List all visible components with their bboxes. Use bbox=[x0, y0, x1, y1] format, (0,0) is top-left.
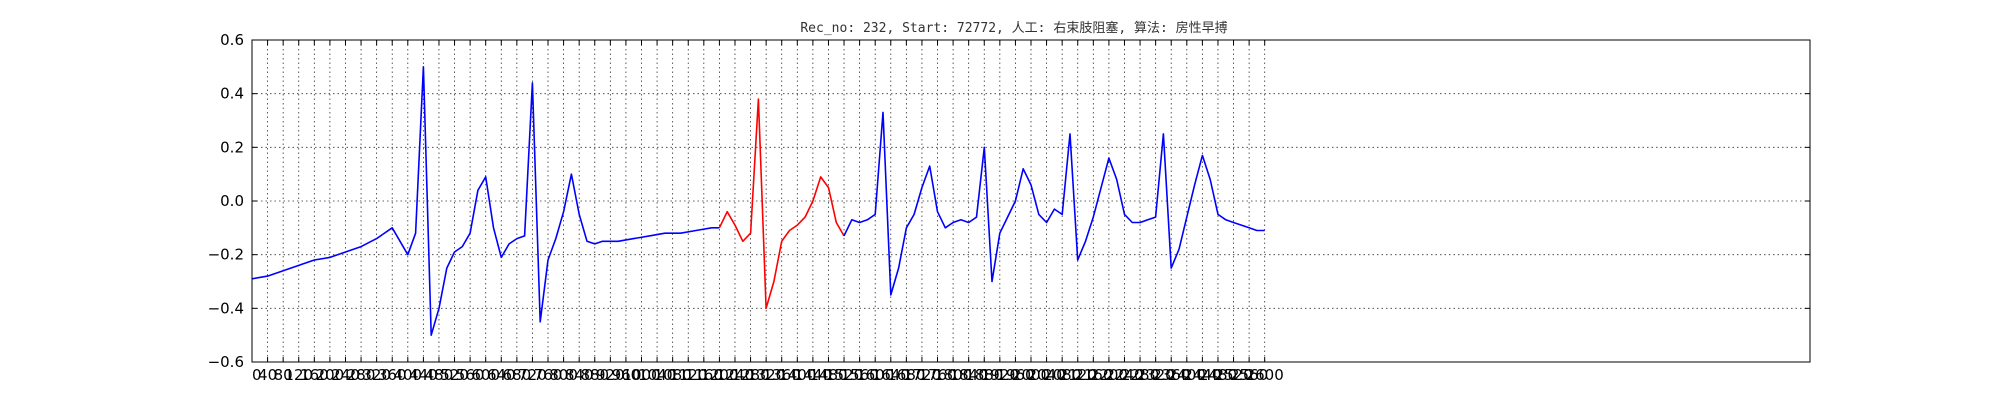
x-tick-label: 1800 bbox=[934, 366, 972, 384]
x-tick-label: 1640 bbox=[872, 366, 910, 384]
x-tick-label: 2080 bbox=[1043, 366, 1081, 384]
x-tick-label: 640 bbox=[487, 366, 516, 384]
x-tick-label: 960 bbox=[612, 366, 641, 384]
x-tick-label: 2280 bbox=[1121, 366, 1159, 384]
x-tick-label: 2400 bbox=[1168, 366, 1206, 384]
x-tick-label: 440 bbox=[409, 366, 438, 384]
x-tick-label: 1280 bbox=[731, 366, 769, 384]
x-tick-label: 1520 bbox=[825, 366, 863, 384]
x-tick-label: 280 bbox=[347, 366, 376, 384]
y-tick-label: −0.4 bbox=[208, 299, 244, 317]
y-tick-labels: −0.6 −0.4 −0.2 0.0 0.2 0.4 0.6 bbox=[208, 31, 244, 371]
y-tick-label: −0.6 bbox=[208, 353, 244, 371]
x-tick-label: 80 bbox=[274, 366, 293, 384]
x-tick-label: 2560 bbox=[1230, 366, 1268, 384]
x-tick-label: 760 bbox=[534, 366, 563, 384]
x-tick-label: 1000 bbox=[622, 366, 660, 384]
x-tick-label: 2600 bbox=[1246, 366, 1284, 384]
x-tick-label: 1480 bbox=[809, 366, 847, 384]
x-tick-label: 720 bbox=[518, 366, 547, 384]
x-tick-label: 1120 bbox=[669, 366, 707, 384]
x-tick-label: 1160 bbox=[685, 366, 723, 384]
x-tick-label: 2360 bbox=[1152, 366, 1190, 384]
x-tick-label: 920 bbox=[596, 366, 625, 384]
x-tick-label: 800 bbox=[549, 366, 578, 384]
x-tick-label: 2480 bbox=[1199, 366, 1237, 384]
y-tick-label: 0.0 bbox=[220, 192, 244, 210]
x-tick-label: 480 bbox=[425, 366, 454, 384]
x-tick-label: 2120 bbox=[1059, 366, 1097, 384]
x-tick-label: 1960 bbox=[996, 366, 1034, 384]
x-tick-label: 2040 bbox=[1027, 366, 1065, 384]
x-tick-label: 1600 bbox=[856, 366, 894, 384]
x-tick-label: 200 bbox=[316, 366, 345, 384]
series-line-3 bbox=[843, 111, 1265, 296]
x-tick-labels: 0408012016020024028032036040044048052056… bbox=[252, 366, 1284, 384]
x-tick-label: 1200 bbox=[700, 366, 738, 384]
x-tick-label: 2440 bbox=[1183, 366, 1221, 384]
x-tick-label: 1680 bbox=[887, 366, 925, 384]
y-tick-label: 0.2 bbox=[220, 138, 244, 156]
x-tick-label: 880 bbox=[580, 366, 609, 384]
x-tick-label: 1920 bbox=[981, 366, 1019, 384]
series-line-1 bbox=[251, 66, 720, 337]
x-tick-label: 0 bbox=[252, 366, 262, 384]
x-tick-label: 600 bbox=[471, 366, 500, 384]
x-tick-label: 360 bbox=[378, 366, 407, 384]
y-tick-label: −0.2 bbox=[208, 246, 244, 264]
x-tick-label: 320 bbox=[362, 366, 391, 384]
grid-lines bbox=[252, 40, 1810, 362]
x-tick-label: 1880 bbox=[965, 366, 1003, 384]
y-tick-label: 0.4 bbox=[220, 85, 244, 103]
series-lines bbox=[251, 66, 1265, 337]
x-tick-label: 240 bbox=[331, 366, 360, 384]
axis-ticks bbox=[251, 39, 1810, 363]
chart-title: Rec_no: 232, Start: 72772, 人工: 右束肢阻塞, 算法… bbox=[800, 20, 1227, 36]
x-tick-label: 1040 bbox=[638, 366, 676, 384]
x-tick-label: 1360 bbox=[763, 366, 801, 384]
x-tick-label: 680 bbox=[503, 366, 532, 384]
x-tick-label: 840 bbox=[565, 366, 594, 384]
x-tick-label: 2320 bbox=[1137, 366, 1175, 384]
x-tick-label: 520 bbox=[440, 366, 469, 384]
y-tick-label: 0.6 bbox=[220, 31, 244, 49]
x-tick-label: 560 bbox=[456, 366, 485, 384]
x-tick-label: 2520 bbox=[1214, 366, 1252, 384]
x-tick-label: 160 bbox=[300, 366, 329, 384]
x-tick-label: 400 bbox=[393, 366, 422, 384]
series-line-2 bbox=[718, 98, 845, 310]
x-tick-label: 1440 bbox=[794, 366, 832, 384]
x-tick-label: 2160 bbox=[1074, 366, 1112, 384]
x-tick-label: 1080 bbox=[654, 366, 692, 384]
x-tick-label: 40 bbox=[258, 366, 277, 384]
x-tick-label: 2000 bbox=[1012, 366, 1050, 384]
x-tick-label: 1760 bbox=[918, 366, 956, 384]
x-tick-label: 1320 bbox=[747, 366, 785, 384]
x-tick-label: 1840 bbox=[950, 366, 988, 384]
x-tick-label: 120 bbox=[284, 366, 313, 384]
x-tick-label: 1240 bbox=[716, 366, 754, 384]
x-tick-label: 1560 bbox=[841, 366, 879, 384]
x-tick-label: 1720 bbox=[903, 366, 941, 384]
x-tick-label: 2200 bbox=[1090, 366, 1128, 384]
x-tick-label: 1400 bbox=[778, 366, 816, 384]
x-tick-label: 2240 bbox=[1105, 366, 1143, 384]
